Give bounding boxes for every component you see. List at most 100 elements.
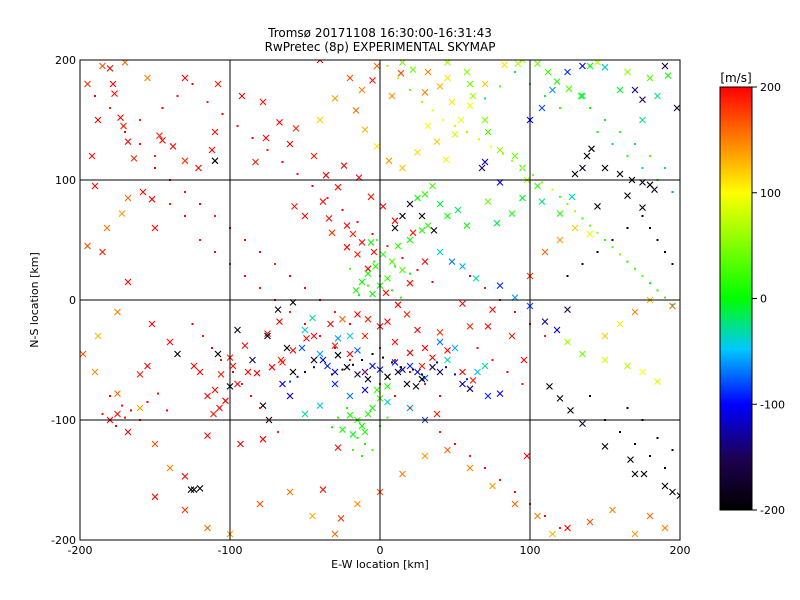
data-point-x [316,116,324,124]
data-point-dot [649,282,651,285]
data-point-dot [559,527,561,529]
data-point-dot [514,491,516,493]
data-point-x [489,482,496,490]
data-point-dot [386,245,389,247]
data-point-x [379,251,387,258]
data-point-dot [466,378,468,381]
data-point-x [534,182,541,190]
data-point-dot [454,373,456,376]
data-point-dot [391,289,393,292]
data-point-x [639,204,646,211]
data-point-dot [431,109,434,112]
data-point-x [429,354,436,361]
data-point-x [669,302,676,310]
data-point-x [373,62,381,70]
data-point-x [136,404,144,412]
data-point-x [327,320,334,328]
data-point-dot [544,515,546,517]
data-point-x [264,332,271,340]
data-point-dot [596,251,599,253]
data-point-x [414,149,421,156]
data-point-dot [121,404,123,407]
data-point-dot [424,383,426,385]
data-point-dot [361,359,363,361]
data-point-x [474,368,481,376]
data-point-dot [184,215,186,217]
data-point-dot [394,265,396,268]
data-point-x [334,351,342,359]
data-point-x [646,512,654,520]
data-point-x [579,420,586,427]
data-point-x [406,236,414,244]
data-point-dot [476,347,479,349]
data-point-x [564,524,571,532]
data-point-x [459,300,466,307]
data-point-x [442,156,450,163]
data-point-dot [331,426,333,429]
data-point-dot [664,251,666,253]
data-point-x [114,390,121,397]
data-point-x [466,102,474,109]
data-point-dot [400,296,402,299]
data-point-x [508,210,516,217]
data-point-dot [454,125,456,127]
data-point-x [319,486,327,493]
data-point-x [352,107,360,114]
data-point-x [238,92,246,100]
data-point-dot [626,260,629,263]
data-point-x [444,74,451,82]
data-point-x [631,470,639,478]
data-point-x [124,428,132,436]
data-point-dot [341,368,344,371]
data-point-dot [115,425,117,427]
data-point-dot [154,167,156,169]
data-point-x [259,98,267,106]
data-point-dot [634,267,636,270]
data-point-x [406,200,414,208]
data-point-x [459,263,466,270]
data-point-x [262,134,270,142]
data-point-dot [251,137,254,139]
data-point-x [549,86,556,94]
data-point-dot [154,155,156,157]
data-point-dot [139,119,141,121]
data-point-dot [244,239,246,241]
data-point-dot [656,239,659,241]
data-point-x [616,86,624,94]
data-point-x [624,68,631,76]
data-point-dot [641,275,644,277]
data-point-dot [409,272,411,275]
data-point-dot [521,167,524,169]
data-point-x [514,60,522,67]
data-point-dot [649,227,651,229]
data-point-x [181,157,189,165]
data-point-x [286,392,294,400]
data-point-dot [191,323,194,325]
data-point-x [88,152,96,160]
data-point-dot [641,167,644,169]
data-point-dot [101,413,104,415]
data-point-dot [589,395,591,397]
data-point-dot [541,181,543,184]
data-point-x [451,344,459,352]
data-point-dot [289,311,291,313]
data-point-x [151,493,159,501]
data-point-dot [478,138,480,141]
data-point-x [343,243,351,251]
data-point-x [181,74,189,82]
data-point-x [567,407,574,414]
data-point-dot [266,149,269,151]
data-point-dot [559,195,561,198]
data-point-x [601,164,609,172]
data-point-dot [442,119,444,121]
data-point-x [496,390,504,397]
data-point-x [523,452,531,460]
data-point-x [244,368,252,376]
data-point-x [103,224,111,232]
data-point-dot [296,375,299,378]
data-point-dot [109,107,111,109]
data-point-x [136,371,144,378]
colorbar-tick-label: 0 [760,293,767,306]
data-point-x [364,375,372,383]
data-point-dot [439,395,441,397]
